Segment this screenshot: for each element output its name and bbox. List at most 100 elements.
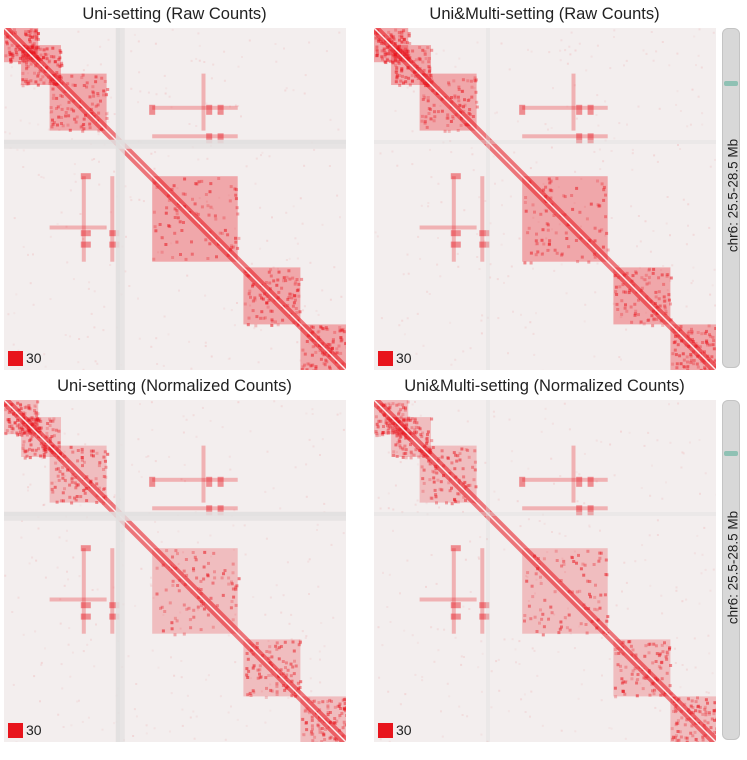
- tad-texture: [303, 352, 307, 356]
- tad-texture: [328, 736, 332, 740]
- speckle: [630, 205, 633, 208]
- tad-texture: [91, 449, 95, 453]
- tad-texture: [648, 693, 652, 697]
- speckle: [671, 264, 674, 267]
- tad-texture: [387, 427, 391, 430]
- tad-texture: [394, 63, 398, 67]
- speckle: [223, 79, 226, 82]
- tad-texture: [604, 215, 608, 219]
- interaction-stripe: [201, 73, 206, 131]
- tad-texture: [651, 689, 654, 693]
- tad-texture: [82, 84, 86, 87]
- tad-texture: [324, 326, 328, 329]
- tad-texture: [92, 91, 96, 95]
- speckle: [4, 106, 7, 109]
- speckle: [613, 137, 616, 140]
- tad-texture: [450, 461, 454, 465]
- tad-texture: [548, 181, 552, 185]
- tad-texture: [202, 607, 206, 611]
- tad-texture: [433, 110, 436, 114]
- speckle: [583, 205, 586, 208]
- speckle: [625, 59, 628, 62]
- tad-texture: [715, 718, 716, 722]
- speckle: [544, 123, 547, 126]
- tad-texture: [212, 551, 216, 555]
- tad-texture: [260, 296, 263, 300]
- speckle: [694, 666, 697, 669]
- speckle: [155, 337, 158, 340]
- tad-texture: [447, 81, 451, 85]
- speckle: [128, 285, 131, 287]
- mappability-stripe: [374, 140, 716, 144]
- tad-texture: [564, 231, 568, 235]
- tad-texture: [402, 419, 406, 423]
- tad-texture: [664, 655, 668, 659]
- tad-texture: [404, 456, 408, 460]
- tad-texture: [51, 428, 55, 432]
- tad-texture: [97, 111, 101, 115]
- tad-texture: [236, 246, 240, 250]
- speckle: [99, 45, 102, 48]
- tad-texture: [321, 700, 325, 704]
- tad-texture: [277, 657, 281, 661]
- tad-texture: [206, 574, 210, 578]
- tad-texture: [408, 42, 412, 45]
- contact-map[interactable]: 30: [4, 28, 346, 370]
- tad-texture: [375, 52, 379, 56]
- contact-map[interactable]: 30: [374, 400, 716, 742]
- tad-texture: [69, 445, 73, 449]
- chromosome-track-top[interactable]: [722, 28, 740, 368]
- speckle: [305, 412, 308, 415]
- speckle: [321, 289, 324, 292]
- tad-texture: [48, 59, 52, 63]
- tad-texture: [535, 242, 539, 246]
- tad-texture: [654, 290, 658, 294]
- speckle: [382, 571, 384, 574]
- tad-texture: [61, 491, 65, 495]
- speckle: [252, 596, 255, 598]
- interaction-stripe: [110, 176, 115, 262]
- tad-texture: [173, 216, 177, 219]
- speckle: [453, 602, 456, 605]
- chromosome-track-bottom[interactable]: [722, 400, 740, 740]
- tad-texture: [402, 418, 406, 422]
- tad-texture: [55, 71, 59, 75]
- speckle: [564, 535, 567, 537]
- tad-texture: [389, 404, 392, 408]
- speckle: [392, 508, 395, 511]
- tad-texture: [414, 74, 418, 78]
- tad-texture: [603, 593, 607, 597]
- speckle: [394, 109, 397, 112]
- speckle: [463, 209, 466, 212]
- tad-texture: [83, 488, 87, 492]
- speckle: [574, 730, 577, 733]
- speckle: [708, 652, 711, 655]
- tad-texture: [689, 361, 693, 365]
- speckle: [90, 312, 93, 315]
- speckle: [681, 451, 684, 454]
- speckle: [74, 180, 77, 183]
- tad-texture: [704, 710, 708, 714]
- interaction-stripe: [522, 105, 608, 110]
- tad-texture: [29, 437, 33, 441]
- tad-texture: [68, 495, 72, 499]
- contact-map[interactable]: 30: [374, 28, 716, 370]
- tad-texture: [431, 469, 435, 473]
- tad-texture: [71, 83, 75, 87]
- speckle: [325, 50, 328, 53]
- speckle: [553, 613, 556, 616]
- speckle: [477, 666, 480, 669]
- speckle: [163, 315, 166, 318]
- tad-texture: [683, 365, 686, 369]
- tad-texture: [54, 428, 58, 432]
- tad-texture: [596, 203, 600, 207]
- tad-texture: [615, 293, 619, 296]
- speckle: [56, 223, 59, 225]
- contact-map[interactable]: 30: [4, 400, 346, 742]
- speckle: [665, 481, 667, 484]
- tad-texture: [473, 468, 477, 472]
- tad-texture: [578, 210, 582, 214]
- tad-texture: [645, 282, 649, 286]
- speckle: [282, 594, 285, 597]
- tad-texture: [387, 402, 391, 406]
